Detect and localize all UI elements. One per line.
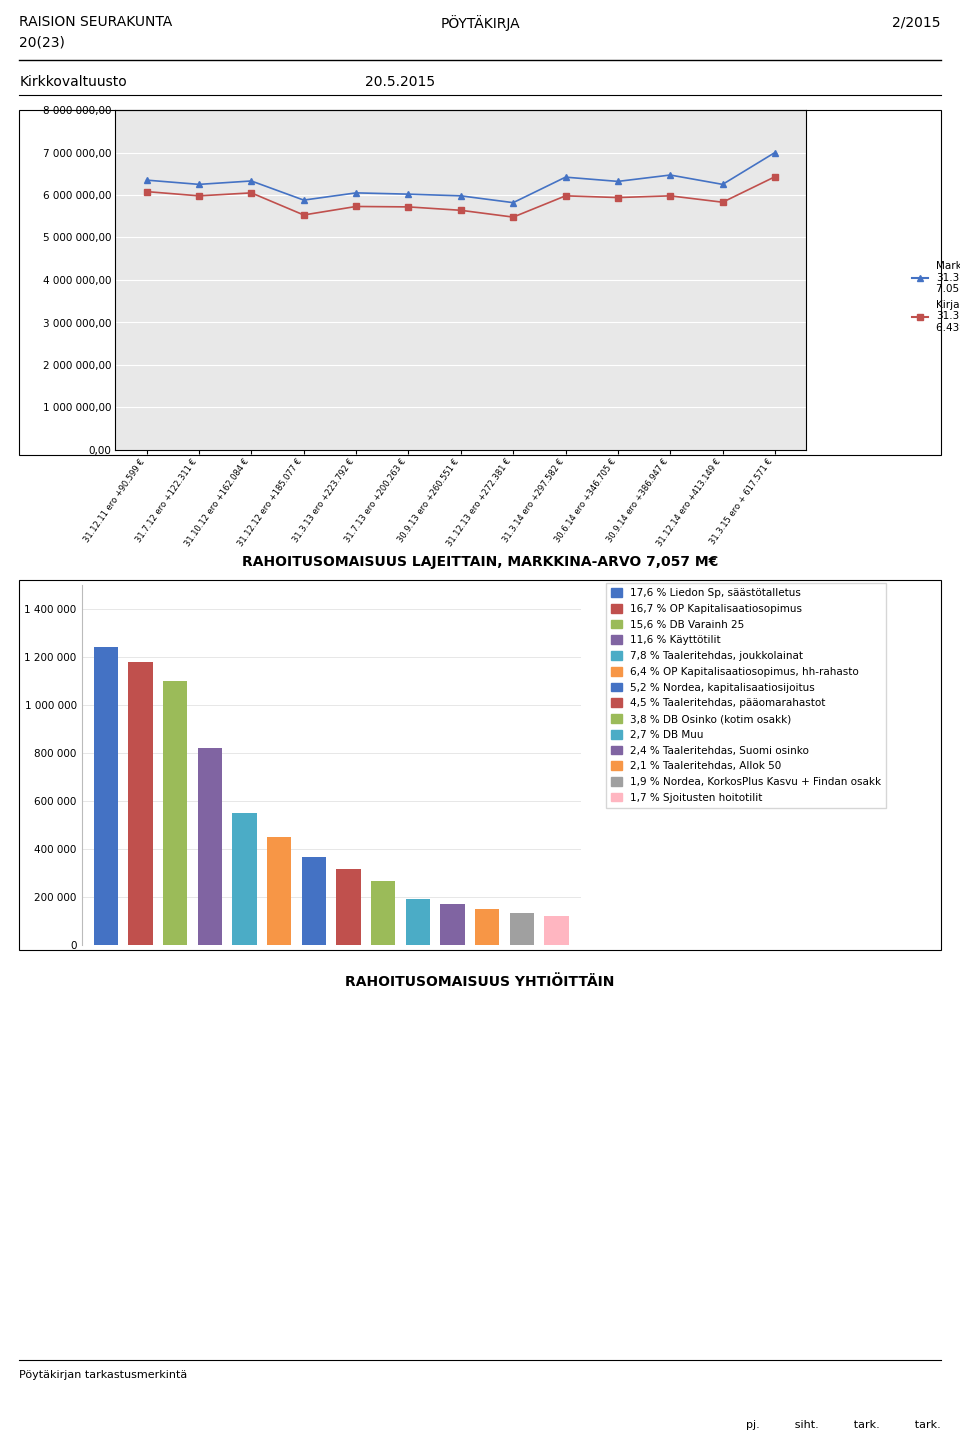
Bar bbox=[301, 857, 326, 945]
Text: Kirkkovaltuusto: Kirkkovaltuusto bbox=[19, 75, 127, 88]
Text: pj.          siht.          tark.          tark.: pj. siht. tark. tark. bbox=[746, 1420, 941, 1430]
Bar bbox=[267, 837, 291, 945]
Bar bbox=[336, 869, 361, 945]
Text: RAHOITUSOMAISUUS LAJEITTAIN, MARKKINA-ARVO 7,057 M€: RAHOITUSOMAISUUS LAJEITTAIN, MARKKINA-AR… bbox=[242, 555, 718, 568]
Bar bbox=[510, 914, 534, 945]
Bar bbox=[94, 647, 118, 945]
Legend: 17,6 % Liedon Sp, säästötalletus, 16,7 % OP Kapitalisaatiosopimus, 15,6 % DB Var: 17,6 % Liedon Sp, säästötalletus, 16,7 %… bbox=[606, 583, 886, 808]
Bar bbox=[475, 909, 499, 945]
Bar bbox=[163, 682, 187, 945]
Text: 2/2015: 2/2015 bbox=[892, 14, 941, 29]
Text: RAISION SEURAKUNTA: RAISION SEURAKUNTA bbox=[19, 14, 173, 29]
Bar bbox=[441, 905, 465, 945]
Bar bbox=[232, 813, 256, 945]
Bar bbox=[129, 663, 153, 945]
Bar bbox=[198, 748, 222, 945]
Legend: Markkina-arvo
31.3.2015
7.057.117 €, Kirjanpitoarvo
31.3.2015
6.439.546 €: Markkina-arvo 31.3.2015 7.057.117 €, Kir… bbox=[908, 257, 960, 336]
Bar bbox=[544, 916, 568, 945]
Text: 20(23): 20(23) bbox=[19, 35, 65, 49]
Text: RAHOITUSOMAISUUS YHTIÖITTÄIN: RAHOITUSOMAISUUS YHTIÖITTÄIN bbox=[346, 974, 614, 989]
Text: PÖYTÄKIRJA: PÖYTÄKIRJA bbox=[441, 14, 519, 30]
Bar bbox=[406, 899, 430, 945]
Bar bbox=[372, 880, 396, 945]
Text: 20.5.2015: 20.5.2015 bbox=[365, 75, 435, 88]
Text: Pöytäkirjan tarkastusmerkintä: Pöytäkirjan tarkastusmerkintä bbox=[19, 1370, 187, 1380]
